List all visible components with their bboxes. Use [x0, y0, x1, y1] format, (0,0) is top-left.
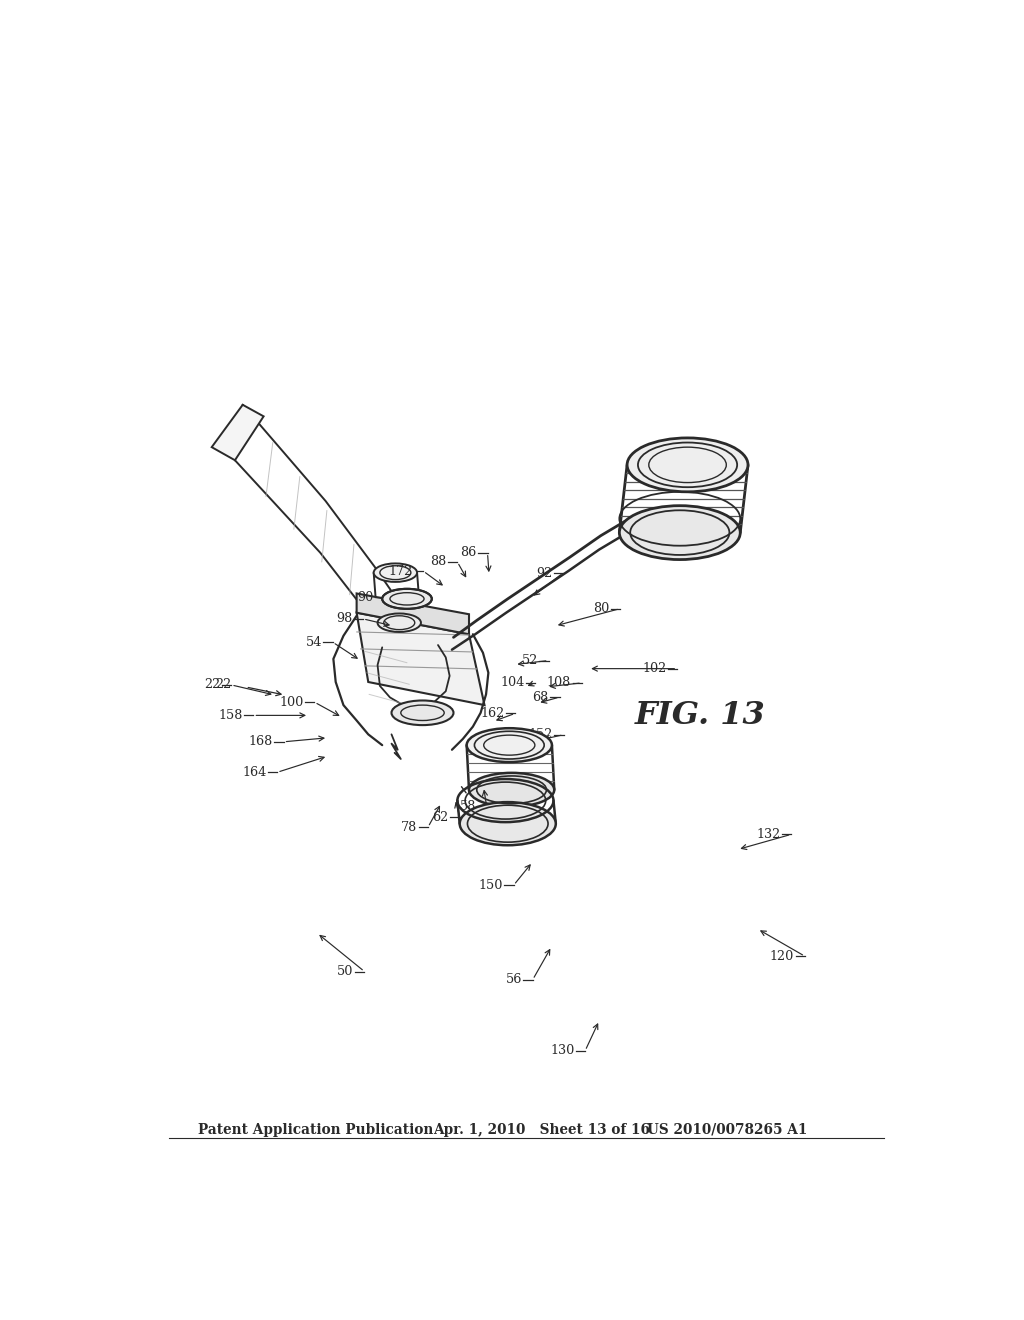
Ellipse shape [469, 774, 554, 807]
Text: 22: 22 [204, 678, 220, 692]
Text: 172: 172 [388, 565, 413, 578]
Text: 80: 80 [593, 602, 609, 615]
Text: 86: 86 [461, 546, 476, 560]
Text: 50: 50 [337, 965, 353, 978]
Ellipse shape [467, 729, 552, 762]
Text: 90: 90 [357, 591, 374, 605]
Polygon shape [212, 405, 263, 461]
Text: 68: 68 [532, 690, 549, 704]
Text: 108: 108 [547, 676, 571, 689]
Ellipse shape [620, 506, 740, 560]
Text: 152: 152 [528, 729, 553, 742]
Text: 98: 98 [336, 612, 352, 626]
Text: 162: 162 [480, 706, 505, 719]
Text: 78: 78 [400, 821, 417, 834]
Text: 130: 130 [550, 1044, 574, 1057]
Text: 150: 150 [478, 879, 503, 891]
Text: 54: 54 [305, 636, 322, 648]
Text: 164: 164 [242, 766, 266, 779]
Ellipse shape [460, 803, 556, 845]
Text: 62: 62 [432, 810, 449, 824]
Text: 120: 120 [770, 950, 794, 962]
Text: 52: 52 [521, 653, 538, 667]
Ellipse shape [382, 589, 432, 609]
Text: 88: 88 [430, 556, 446, 569]
Text: 168: 168 [249, 735, 272, 748]
Text: 102: 102 [642, 663, 667, 675]
Text: 56: 56 [506, 973, 522, 986]
Polygon shape [356, 612, 484, 705]
Ellipse shape [391, 701, 454, 725]
Text: Patent Application Publication: Patent Application Publication [198, 1122, 433, 1137]
Text: FIG. 13: FIG. 13 [634, 700, 765, 731]
Text: 92: 92 [536, 566, 552, 579]
Text: 58: 58 [460, 800, 476, 813]
Text: US 2010/0078265 A1: US 2010/0078265 A1 [647, 1122, 807, 1137]
Text: 22: 22 [215, 678, 231, 692]
Text: Apr. 1, 2010   Sheet 13 of 16: Apr. 1, 2010 Sheet 13 of 16 [433, 1122, 650, 1137]
Polygon shape [356, 594, 469, 635]
Text: 158: 158 [218, 709, 243, 722]
Ellipse shape [374, 564, 417, 582]
Text: 104: 104 [500, 676, 524, 689]
Ellipse shape [627, 438, 748, 492]
Ellipse shape [378, 614, 421, 632]
Text: 132: 132 [757, 828, 780, 841]
Text: 100: 100 [280, 696, 304, 709]
